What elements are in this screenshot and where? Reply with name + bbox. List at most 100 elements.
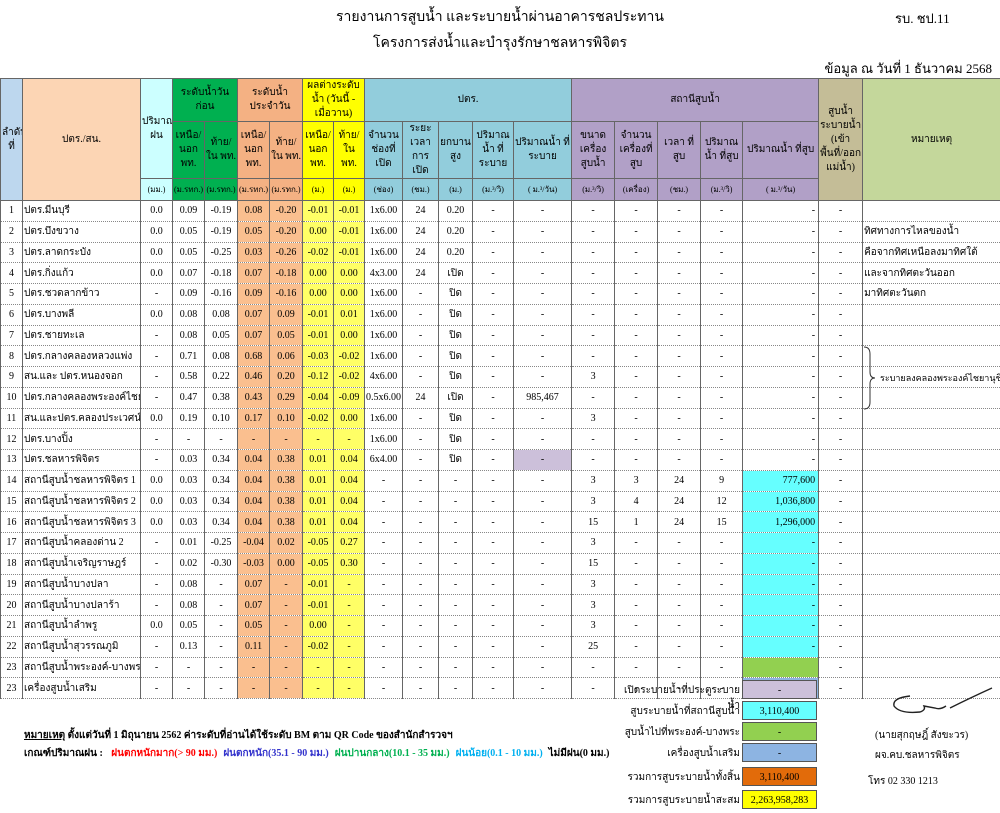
table-row: 20 สถานีสูบน้ำบางปลาร้า -0.08-0.07- -0.01- -… — [0, 594, 1000, 616]
table-cell: - — [818, 408, 864, 430]
table-cell: 0.05 — [269, 325, 304, 347]
unit-cell: (เครื่อง) — [614, 178, 659, 201]
table-cell: -0.01 — [333, 221, 366, 243]
sub-header-cell: เหนือ/ นอก พท. — [302, 121, 335, 179]
table-cell: - — [657, 283, 702, 305]
table-cell: - — [302, 428, 335, 450]
table-cell: 0.10 — [203, 408, 239, 430]
table-cell: - — [472, 574, 515, 596]
table-cell: 0.07 — [237, 262, 271, 284]
header-cell: สูบน้ำระบายน้ำ (เข้าพื้นที่/ออกแม่น้ำ) — [818, 78, 864, 201]
note: หมายเหตุ ตั้งแต่วันที่ 1 มิถุนายน 2562 ค… — [24, 728, 453, 743]
table-cell: 0.0 — [140, 200, 173, 222]
table-cell: 0.08 — [203, 304, 239, 326]
table-cell: 0.03 — [172, 470, 205, 492]
table-cell: - — [203, 657, 239, 679]
table-cell: 0.08 — [172, 304, 205, 326]
table-cell: - — [700, 532, 744, 554]
table-cell: 1x6.00 — [364, 408, 404, 430]
table-cell: 0.0 — [140, 221, 173, 243]
table-cell: ปิด — [438, 449, 474, 471]
table-cell: 8 — [0, 345, 23, 367]
unit-cell: (ม.³/วิ) — [700, 178, 744, 201]
table-cell: - — [614, 636, 659, 658]
table-cell: 0.38 — [269, 470, 304, 492]
table-cell: - — [657, 657, 702, 679]
table-cell: - — [818, 657, 864, 679]
unit-cell: (ช่อง) — [364, 178, 404, 201]
table-cell: 0.34 — [203, 449, 239, 471]
header-cell: ลำดับที่ — [0, 78, 23, 201]
table-cell: - — [302, 677, 335, 699]
table-cell: 1x6.00 — [364, 242, 404, 264]
table-cell: - — [700, 615, 744, 637]
table-cell: 3 — [571, 366, 616, 388]
table-cell: - — [614, 574, 659, 596]
summary-label: เปิดระบายน้ำที่ประตูระบายน้ำ — [623, 685, 740, 711]
unit-cell: (ม.) — [438, 178, 474, 201]
table-cell: - — [571, 200, 616, 222]
table-cell: - — [438, 615, 474, 637]
table-cell: - — [657, 408, 702, 430]
table-cell: - — [742, 221, 820, 243]
remark-cell: และจากทิศตะวันออก — [862, 262, 1000, 284]
sub-header-cell: ท้าย/ ใน พท. — [269, 121, 304, 179]
table-cell: -0.02 — [302, 408, 335, 430]
table-cell: เปิด — [438, 262, 474, 284]
table-cell: ปตร.กลางคลองหลวงแพ่ง — [22, 345, 141, 367]
table-cell: - — [203, 594, 239, 616]
unit-cell: (ม.³/วิ) — [571, 178, 616, 201]
note-text: ตั้งแต่วันที่ 1 มิถุนายน 2562 ค่าระดับที… — [67, 730, 453, 741]
table-cell: - — [513, 594, 573, 616]
table-cell: - — [333, 657, 366, 679]
table-cell: - — [513, 491, 573, 513]
table-cell: 0.04 — [333, 511, 366, 533]
table-cell: 4x6.00 — [364, 366, 404, 388]
unit-cell: (ม.) — [302, 178, 335, 201]
table-row: 18 สถานีสูบน้ำเจริญราษฎร์ -0.02 -0.30 -0.03 0… — [0, 553, 1000, 575]
summary-value: - — [742, 722, 817, 741]
table-cell: - — [818, 511, 864, 533]
table-row: 12 ปตร.บางปิ้ง - - - - - - -1x6.00- ปิด - - - - - - - - — [0, 428, 1000, 450]
table-cell: - — [402, 428, 440, 450]
table-cell: - — [269, 636, 304, 658]
table-cell: ปตร.บึงขวาง — [22, 221, 141, 243]
note-label: หมายเหตุ — [24, 730, 66, 741]
table-cell: - — [742, 574, 820, 596]
unit-cell: (ม.รทก.) — [203, 178, 239, 201]
table-cell: - — [472, 304, 515, 326]
table-row: 1 ปตร.มีนบุรี 0.0 0.09 -0.19 0.08 -0.20 -0.01 -0… — [0, 200, 1000, 222]
table-cell: - — [472, 594, 515, 616]
table-cell: 0.17 — [237, 408, 271, 430]
table-cell: - — [700, 304, 744, 326]
merged-remark: ระบายลงคลองพระองค์ไชยานุชิต — [880, 373, 1000, 383]
table-cell: - — [513, 408, 573, 430]
table-cell: - — [472, 200, 515, 222]
table-cell: - — [140, 574, 173, 596]
table-cell: -0.26 — [269, 242, 304, 264]
table-cell: 0.08 — [172, 594, 205, 616]
unit-cell: (ม.รทก.) — [269, 178, 304, 201]
table-cell: - — [472, 553, 515, 575]
table-cell: - — [513, 636, 573, 658]
table-cell: สถานีสูบน้ำชลหารพิจิตร 3 — [22, 511, 141, 533]
remark-cell — [862, 449, 1000, 471]
unit-cell: (มม.) — [140, 178, 173, 201]
table-cell: 0.47 — [172, 387, 205, 409]
table-cell: - — [140, 677, 173, 699]
table-cell: - — [269, 657, 304, 679]
table-cell: 0.08 — [237, 200, 271, 222]
table-cell: - — [364, 574, 404, 596]
table-cell: 0.08 — [172, 574, 205, 596]
table-row: 13 ปตร.ชลหารพิจิตร -0.03 0.34 0.04 0.38 0.01 0.… — [0, 449, 1000, 471]
table-cell: 0.07 — [172, 262, 205, 284]
table-cell: - — [657, 262, 702, 284]
table-cell: - — [402, 636, 440, 658]
table-cell: 0.20 — [438, 200, 474, 222]
table-row: 7 ปตร.ชายทะเล -0.08 0.05 0.07 0.05 -0.01 0.00 1x… — [0, 325, 1000, 347]
table-cell: - — [657, 615, 702, 637]
table-cell: - — [614, 553, 659, 575]
table-cell: - — [269, 574, 304, 596]
table-cell: 3 — [571, 532, 616, 554]
table-cell: - — [742, 242, 820, 264]
